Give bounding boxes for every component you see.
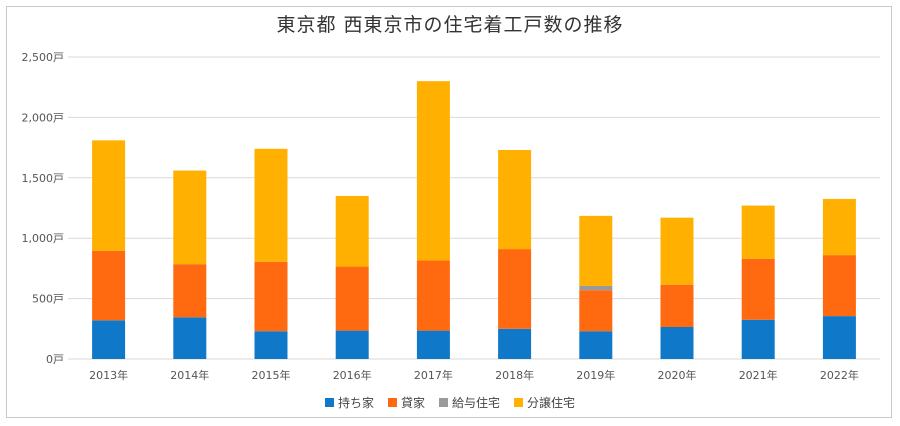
bar-segment [498, 249, 532, 329]
x-tick-label: 2022年 [820, 368, 859, 382]
legend-item: 給与住宅 [439, 394, 500, 411]
bar-segment [822, 198, 856, 256]
y-tick-label: 1,000戸 [22, 232, 65, 245]
bar-segment [92, 320, 126, 359]
bar-segment [335, 195, 369, 267]
x-tick-label: 2015年 [252, 368, 291, 382]
y-tick-label: 1,500戸 [22, 172, 65, 185]
bar-segment [335, 266, 369, 331]
legend-swatch [439, 398, 448, 407]
legend-swatch [324, 398, 334, 407]
legend-item: 貸家 [387, 394, 425, 411]
bar-segment [660, 217, 694, 285]
legend-swatch [387, 398, 397, 407]
legend-label: 持ち家 [337, 396, 374, 410]
bar-segment [92, 250, 126, 321]
legend-item: 分譲住宅 [514, 394, 575, 411]
x-tick-label: 2013年 [89, 368, 128, 382]
legend-swatch [514, 398, 524, 407]
x-tick-label: 2020年 [658, 368, 697, 382]
bar-segment [579, 290, 613, 332]
x-tick-label: 2021年 [739, 368, 778, 382]
bar-segment [254, 148, 288, 262]
bar-segment [498, 150, 532, 250]
bar-segment [92, 140, 126, 251]
bar-segment [498, 328, 532, 359]
bar-segment [254, 261, 288, 332]
x-tick-label: 2016年 [333, 368, 372, 382]
legend-label: 分譲住宅 [527, 396, 576, 410]
bar-segment [741, 205, 775, 259]
bar-segment [335, 330, 369, 359]
bar-segment [254, 331, 288, 359]
bar-segment [741, 319, 775, 359]
y-tick-label: 0戸 [46, 353, 64, 366]
bar-segment [173, 264, 207, 318]
bar-segment [579, 285, 613, 291]
bar-segment [173, 317, 207, 359]
bar-segment [822, 316, 856, 359]
bar-segment [579, 331, 613, 359]
bar-segment [822, 255, 856, 317]
x-tick-label: 2014年 [170, 368, 209, 382]
bar-segment [416, 81, 450, 261]
y-tick-label: 500戸 [32, 293, 64, 306]
legend-label: 給与住宅 [452, 396, 501, 410]
bar-segment [416, 260, 450, 331]
bar-segment [660, 284, 694, 327]
y-tick-label: 2,000戸 [22, 111, 65, 124]
x-tick-label: 2019年 [576, 368, 615, 382]
y-tick-label: 2,500戸 [22, 51, 65, 64]
chart-title: 東京都 西東京市の住宅着工戸数の推移 [276, 14, 624, 36]
legend-item: 持ち家 [324, 394, 374, 411]
x-tick-label: 2017年 [414, 368, 453, 382]
legend-label: 貸家 [400, 396, 425, 410]
bar-segment [741, 258, 775, 320]
bar-segment [173, 170, 207, 265]
bar-segment [660, 326, 694, 359]
bar-segment [579, 215, 613, 286]
x-tick-label: 2018年 [495, 368, 534, 382]
chart-legend: 持ち家 貸家 給与住宅 分譲住宅 [0, 394, 900, 411]
bar-segment [416, 330, 450, 359]
